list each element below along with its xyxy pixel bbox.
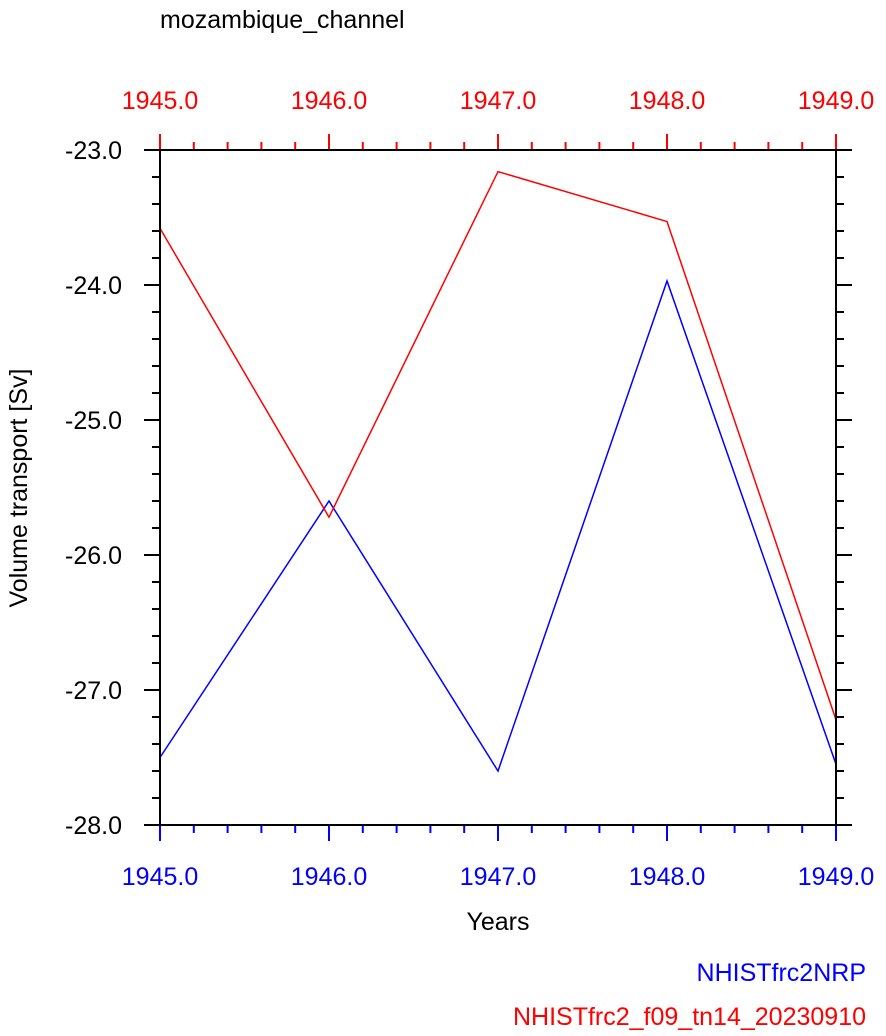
x-tick-label: 1948.0 xyxy=(629,863,705,891)
series-line-1 xyxy=(159,278,837,773)
chart-title: mozambique_channel xyxy=(160,6,405,34)
x-top-tick-label: 1946.0 xyxy=(291,87,367,115)
x-tick-label: 1949.0 xyxy=(798,863,874,891)
y-tick-label: -28.0 xyxy=(65,812,122,840)
y-tick-label: -27.0 xyxy=(65,677,122,705)
x-axis-label: Years xyxy=(466,908,529,936)
y-axis-label: Volume transport [Sv] xyxy=(5,368,33,607)
top-axis: 1945.0 1946.0 1947.0 1948.0 1949.0 xyxy=(122,87,874,150)
y-tick-label: -26.0 xyxy=(65,542,122,570)
series-layer xyxy=(159,170,837,773)
bottom-axis: 1945.0 1946.0 1947.0 1948.0 1949.0 xyxy=(122,825,874,891)
x-top-tick-label: 1947.0 xyxy=(460,87,536,115)
x-tick-label: 1947.0 xyxy=(460,863,536,891)
x-tick-label: 1946.0 xyxy=(291,863,367,891)
x-top-tick-label: 1945.0 xyxy=(122,87,198,115)
legend-entry-nhistfrc2nrp: NHISTfrc2NRP xyxy=(697,959,866,987)
right-axis xyxy=(836,149,852,826)
left-axis: -23.0 -24.0 -25.0 -26.0 -27.0 -28.0 xyxy=(65,137,160,840)
x-top-tick-label: 1949.0 xyxy=(798,87,874,115)
x-top-tick-label: 1948.0 xyxy=(629,87,705,115)
plot-frame xyxy=(159,149,837,826)
y-tick-label: -25.0 xyxy=(65,407,122,435)
x-tick-label: 1945.0 xyxy=(122,863,198,891)
y-tick-label: -23.0 xyxy=(65,137,122,165)
legend-entry-nhistfrc2-f09: NHISTfrc2_f09_tn14_20230910 xyxy=(513,1003,866,1031)
series-line-2 xyxy=(159,170,837,720)
y-tick-label: -24.0 xyxy=(65,272,122,300)
